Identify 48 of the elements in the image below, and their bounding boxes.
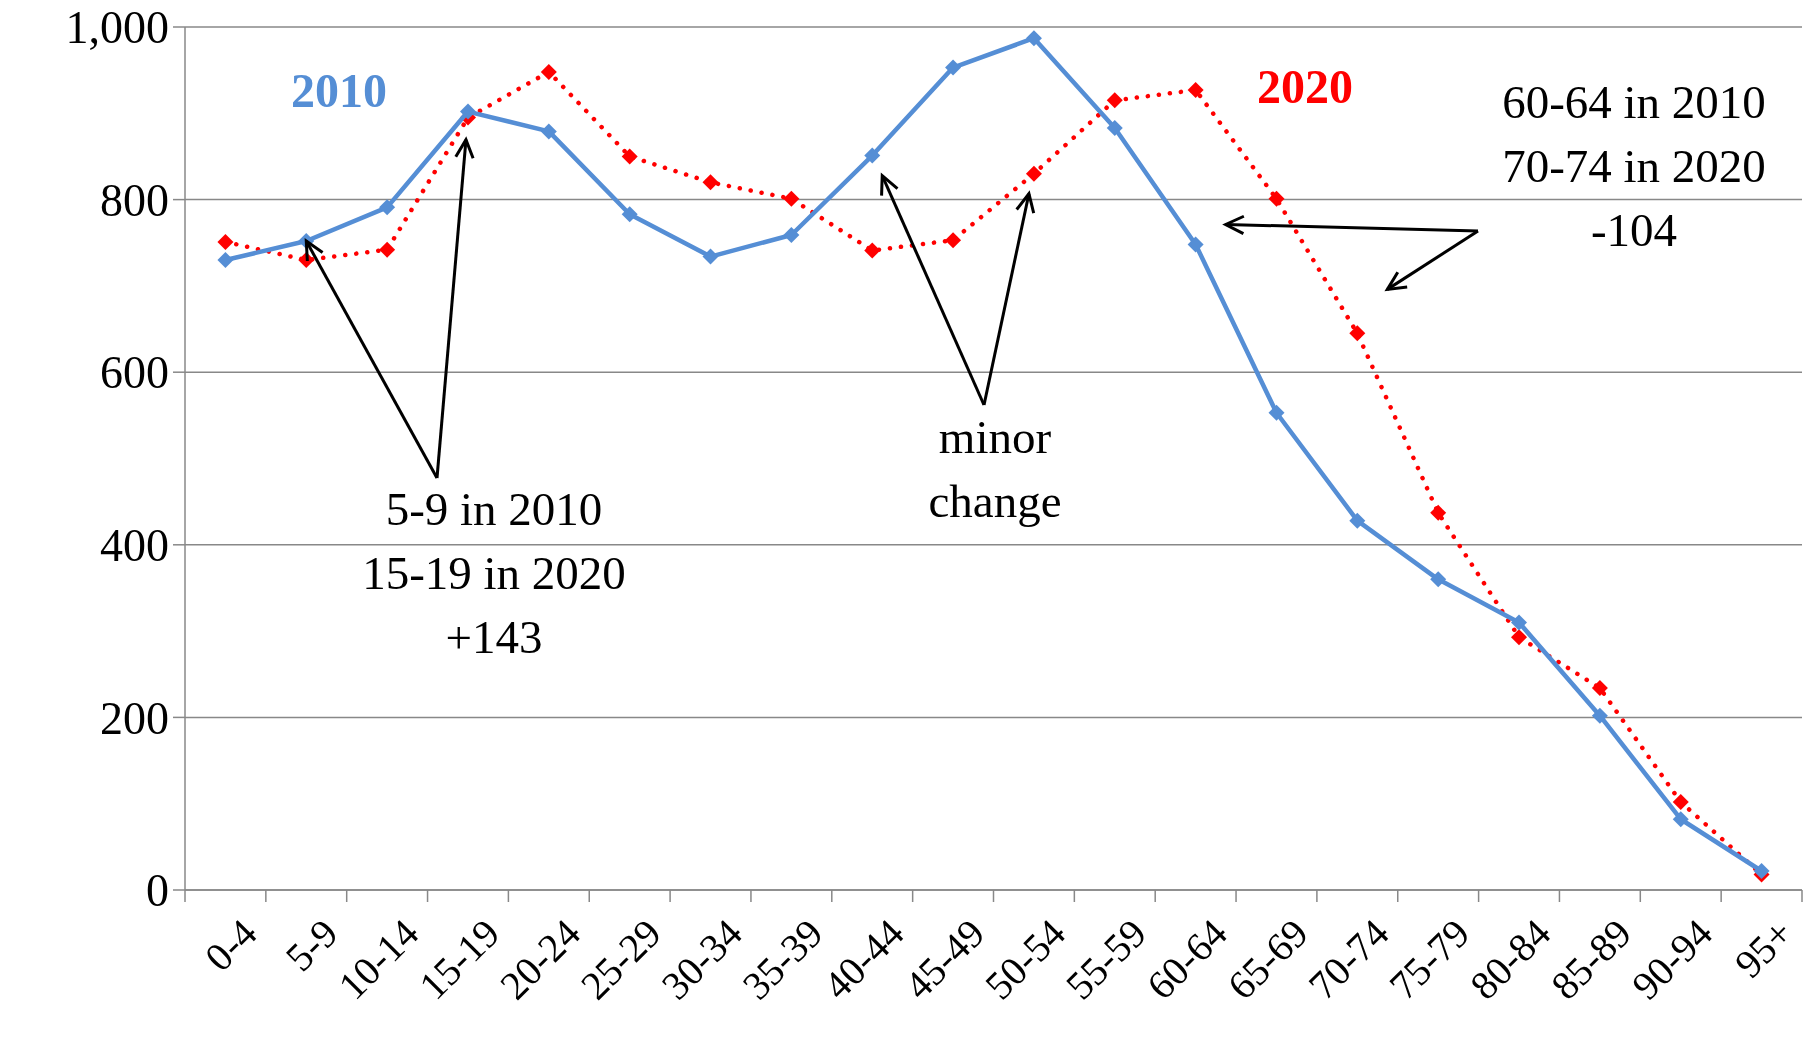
y-tick-label: 800 xyxy=(100,174,169,226)
series-label: 2020 xyxy=(1257,59,1353,113)
y-tick-label: 1,000 xyxy=(65,2,169,54)
point xyxy=(864,147,881,164)
point xyxy=(864,242,881,259)
point xyxy=(540,123,557,140)
point xyxy=(621,206,638,223)
point xyxy=(1349,325,1366,342)
point xyxy=(945,59,962,76)
x-tick-label: 0-4 xyxy=(196,910,266,980)
point xyxy=(379,199,396,216)
point xyxy=(945,232,962,249)
point xyxy=(1187,82,1204,98)
point xyxy=(1430,571,1447,588)
point xyxy=(1591,707,1608,724)
point xyxy=(1025,165,1042,182)
point xyxy=(1672,793,1689,810)
point xyxy=(1430,504,1447,521)
annotation: 5-9 in 2010 15-19 in 2020 +143 xyxy=(362,483,626,664)
series-label: 2010 xyxy=(291,63,387,117)
y-tick-label: 0 xyxy=(146,865,169,917)
y-tick-label: 600 xyxy=(100,347,169,399)
point xyxy=(1672,811,1689,828)
point xyxy=(1025,30,1042,47)
point xyxy=(621,148,638,165)
annotation: minor change xyxy=(928,411,1062,528)
x-tick-label: 95+ xyxy=(1725,910,1802,987)
point xyxy=(1106,119,1123,136)
point xyxy=(459,103,476,120)
point xyxy=(1511,629,1528,646)
point xyxy=(217,233,234,250)
point xyxy=(702,174,719,191)
point xyxy=(217,252,234,269)
point xyxy=(1268,404,1285,421)
point xyxy=(379,241,396,258)
point xyxy=(1268,190,1285,207)
point xyxy=(783,190,800,207)
annotation: 60-64 in 2010 70-74 in 2020 -104 xyxy=(1502,76,1766,257)
point xyxy=(1511,614,1528,631)
point xyxy=(1591,680,1608,697)
y-tick-label: 200 xyxy=(100,692,169,744)
point xyxy=(1187,236,1204,253)
point xyxy=(540,63,557,80)
point xyxy=(1349,512,1366,529)
point xyxy=(702,248,719,265)
point xyxy=(1106,92,1123,109)
point xyxy=(783,226,800,243)
y-tick-label: 400 xyxy=(100,519,169,571)
